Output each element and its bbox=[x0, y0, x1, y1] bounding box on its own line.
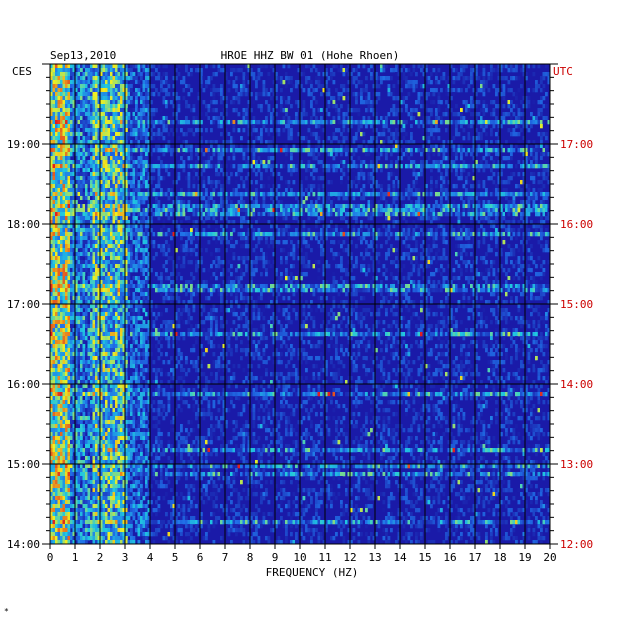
x-tick-label: 16 bbox=[443, 551, 456, 564]
right-timezone-label: UTC bbox=[553, 65, 573, 78]
footer-mark: * bbox=[4, 607, 9, 616]
x-tick-label: 14 bbox=[393, 551, 407, 564]
x-tick-labels: 0 1 2 3 4 5 6 7 8 9 10 11 12 13 14 15 16 17 18 19 20 bbox=[47, 551, 557, 564]
y-tick-label-left: 15:00 bbox=[7, 458, 40, 471]
x-tick-label: 8 bbox=[247, 551, 254, 564]
spectrogram-heatmap bbox=[50, 64, 550, 544]
x-tick-label: 4 bbox=[147, 551, 154, 564]
y-tick-label-right: 15:00 bbox=[560, 298, 593, 311]
x-tick-label: 20 bbox=[543, 551, 556, 564]
y-tick-labels: 14:00 15:00 16:00 17:00 18:00 19:00 12:00 13:00… bbox=[7, 138, 593, 551]
x-tick-label: 17 bbox=[468, 551, 481, 564]
y-tick-label-right: 13:00 bbox=[560, 458, 593, 471]
x-tick-label: 1 bbox=[72, 551, 79, 564]
x-tick-label: 10 bbox=[293, 551, 306, 564]
x-tick-label: 9 bbox=[272, 551, 279, 564]
x-tick-label: 11 bbox=[318, 551, 331, 564]
x-tick-label: 7 bbox=[222, 551, 229, 564]
x-tick-label: 0 bbox=[47, 551, 54, 564]
chart-title: HROE HHZ BW 01 (Hohe Rhoen) bbox=[221, 49, 400, 62]
x-tick-label: 6 bbox=[197, 551, 204, 564]
x-tick-label: 5 bbox=[172, 551, 179, 564]
y-tick-label-left: 19:00 bbox=[7, 138, 40, 151]
y-tick-label-left: 17:00 bbox=[7, 298, 40, 311]
y-tick-label-right: 17:00 bbox=[560, 138, 593, 151]
y-tick-label-left: 16:00 bbox=[7, 378, 40, 391]
x-tick-label: 3 bbox=[122, 551, 129, 564]
x-tick-label: 2 bbox=[97, 551, 104, 564]
y-tick-label-left: 18:00 bbox=[7, 218, 40, 231]
left-timezone-label: CES bbox=[12, 65, 32, 78]
chart-date: Sep13,2010 bbox=[50, 49, 116, 62]
y-tick-label-right: 16:00 bbox=[560, 218, 593, 231]
x-tick-label: 13 bbox=[368, 551, 381, 564]
grid-lines bbox=[49, 63, 551, 545]
y-tick-label-right: 14:00 bbox=[560, 378, 593, 391]
x-tick-label: 15 bbox=[418, 551, 431, 564]
axis-ticks bbox=[42, 63, 558, 549]
y-tick-label-left: 14:00 bbox=[7, 538, 40, 551]
x-tick-label: 19 bbox=[518, 551, 531, 564]
x-tick-label: 12 bbox=[343, 551, 356, 564]
y-tick-label-right: 12:00 bbox=[560, 538, 593, 551]
x-tick-label: 18 bbox=[493, 551, 506, 564]
x-axis-label: FREQUENCY (HZ) bbox=[266, 566, 359, 579]
